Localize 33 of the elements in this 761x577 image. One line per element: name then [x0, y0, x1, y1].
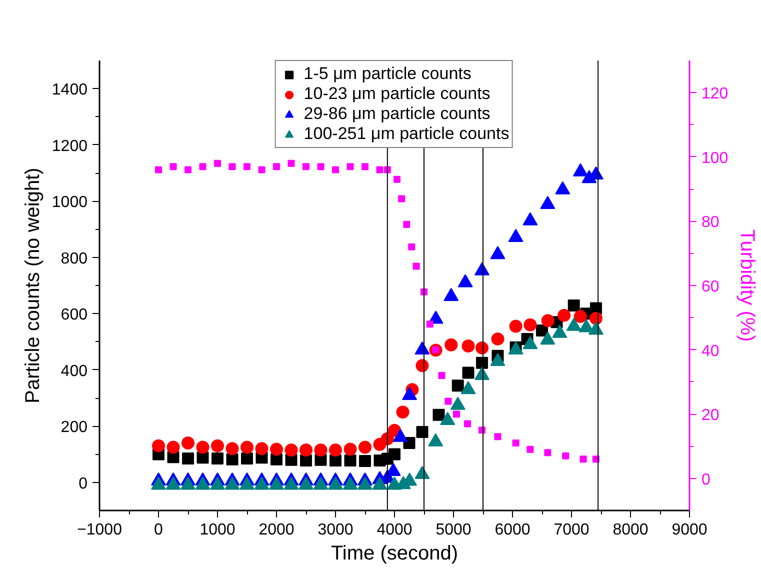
y-tick-label: 600 — [60, 306, 88, 324]
x-tick-label: 7000 — [554, 522, 590, 538]
x-tick-label: 1000 — [200, 522, 236, 538]
x-tick-label: 3000 — [318, 522, 354, 538]
x-tick-label: −1000 — [77, 522, 122, 538]
y2-tick-label: 120 — [702, 86, 728, 103]
x-tick-label: 9000 — [672, 522, 708, 538]
y-tick-label: 200 — [60, 419, 88, 436]
y-tick-label: 1400 — [52, 82, 88, 99]
y-axis-title: Particle counts (no weight) — [22, 168, 44, 404]
y2-tick-label: 100 — [702, 150, 728, 167]
legend-label: 29-86 μm particle counts — [304, 104, 490, 124]
y-tick-label: 0 — [78, 475, 88, 492]
legend-label: 100-251 μm particle counts — [304, 124, 510, 144]
legend-label: 10-23 μm particle counts — [304, 84, 490, 104]
y2-tick-label: 20 — [702, 407, 720, 424]
y2-tick-label: 60 — [702, 278, 720, 296]
y2-tick-label: 80 — [702, 214, 720, 232]
x-tick-label: 4000 — [376, 522, 412, 538]
x-tick-label: 0 — [154, 522, 164, 538]
y2-axis-title: Turbidity (%) — [736, 229, 758, 342]
x-axis-title: Time (second) — [330, 542, 458, 564]
x-tick-label: 6000 — [494, 522, 530, 538]
y-tick-label: 800 — [60, 250, 88, 268]
y2-tick-label: 40 — [702, 342, 720, 360]
y-tick-label: 400 — [60, 362, 88, 380]
y-tick-label: 1000 — [52, 194, 88, 212]
x-tick-label: 8000 — [612, 522, 648, 538]
y-tick-label: 1200 — [52, 138, 88, 155]
y2-tick-label: 0 — [702, 471, 710, 488]
x-tick-label: 2000 — [258, 522, 294, 538]
x-tick-label: 5000 — [436, 522, 472, 538]
legend-label: 1-5 μm particle counts — [304, 64, 472, 84]
